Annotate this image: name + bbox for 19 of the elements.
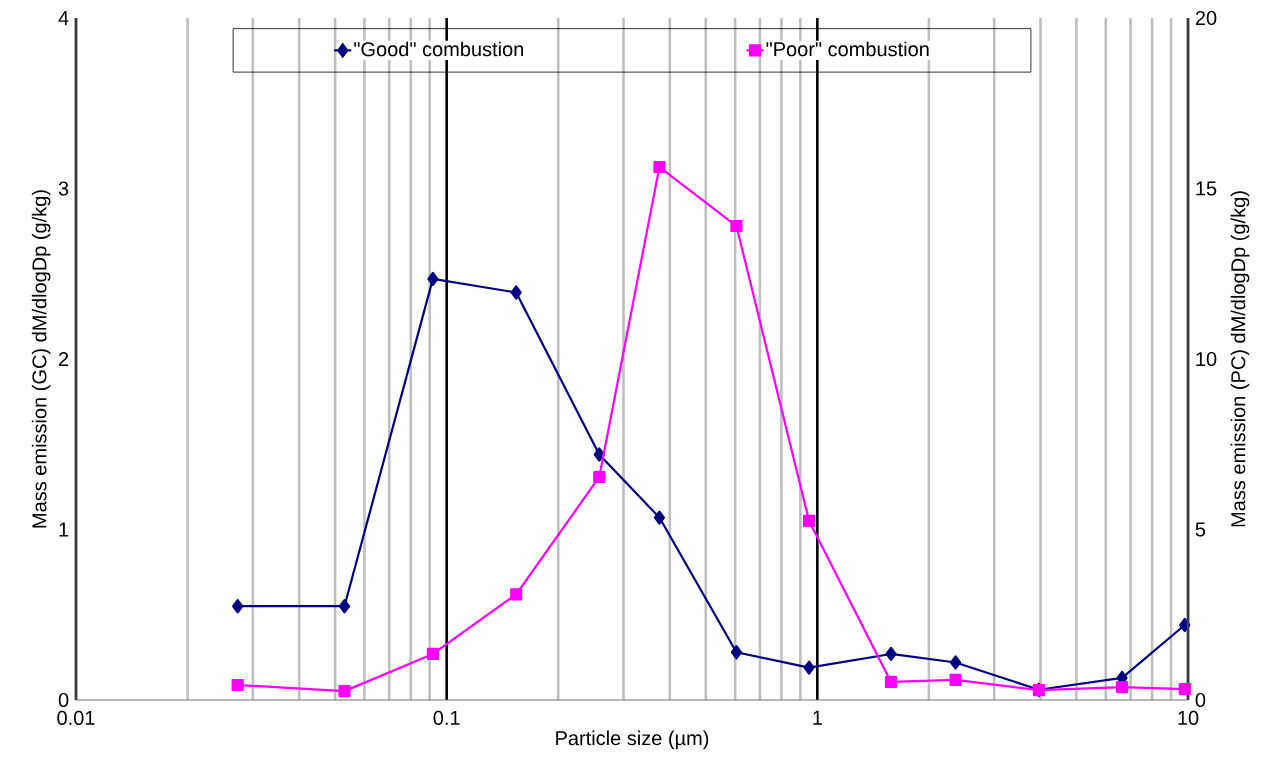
y2-tick-label: 5: [1195, 522, 1206, 537]
legend-label: "Poor" combustion: [766, 41, 929, 57]
y-tick-label: 1: [59, 522, 69, 537]
y-tick-label: 2: [59, 352, 69, 366]
legend-label: "Good" combustion: [354, 41, 523, 57]
y2-tick-label: 10: [1196, 351, 1217, 367]
x-tick-label: 0.1: [433, 710, 460, 726]
y2-tick-label: 0: [1195, 692, 1206, 708]
x-tick-label: 1: [813, 710, 822, 725]
x-tick-label: 0.01: [57, 710, 95, 726]
y-tick-label: 0: [58, 692, 69, 708]
y-tick-label: 4: [58, 11, 69, 25]
y2-tick-label: 15: [1196, 181, 1217, 196]
y2-axis-title: Mass emission (PC) dM/dlogDp (g/kg): [1230, 191, 1250, 527]
y2-tick-label: 20: [1195, 10, 1217, 26]
y-axis-title: Mass emission (GC) dM/dlogDp (g/kg): [31, 190, 51, 528]
x-tick-label: 10: [1178, 710, 1199, 726]
x-axis-title: Particle size (µm): [556, 730, 709, 750]
y-tick-label: 3: [58, 181, 69, 196]
